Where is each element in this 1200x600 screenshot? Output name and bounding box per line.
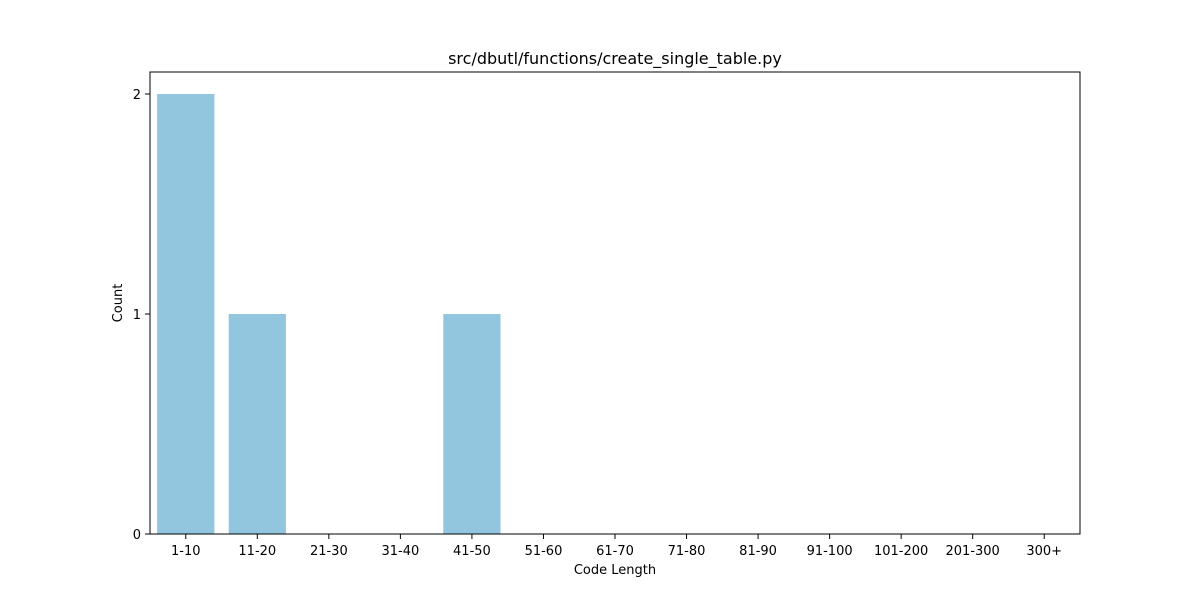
y-axis-ticks: 0 1 2 [133, 88, 150, 543]
x-tick-label: 41-50 [453, 544, 491, 559]
y-tick-label: 1 [133, 308, 141, 323]
x-tick-label: 91-100 [807, 544, 853, 559]
x-tick-label: 81-90 [739, 544, 777, 559]
plot-area [150, 72, 1080, 534]
bar-41-50 [443, 314, 501, 534]
x-tick-label: 61-70 [596, 544, 634, 559]
bars-group [157, 94, 501, 534]
y-axis-label: Count [111, 284, 126, 323]
x-tick-label: 101-200 [874, 544, 928, 559]
chart-title: src/dbutl/functions/create_single_table.… [448, 49, 782, 69]
x-tick-label: 201-300 [946, 544, 1000, 559]
x-tick-label: 1-10 [171, 544, 201, 559]
x-tick-label: 71-80 [668, 544, 706, 559]
x-tick-label: 11-20 [238, 544, 276, 559]
bar-1-10 [157, 94, 215, 534]
x-axis-ticks: 1-10 11-20 21-30 31-40 41-50 51-60 61-70 71-80 8… [171, 534, 1062, 559]
x-tick-label: 31-40 [381, 544, 419, 559]
y-tick-label: 2 [133, 88, 141, 103]
bar-11-20 [228, 314, 286, 534]
x-tick-label: 51-60 [525, 544, 563, 559]
x-tick-label: 300+ [1026, 544, 1062, 559]
x-tick-label: 21-30 [310, 544, 348, 559]
x-axis-label: Code Length [574, 563, 656, 578]
y-tick-label: 0 [133, 528, 141, 543]
